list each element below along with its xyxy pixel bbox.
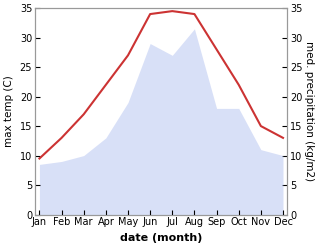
Y-axis label: med. precipitation (kg/m2): med. precipitation (kg/m2) — [304, 41, 314, 181]
Y-axis label: max temp (C): max temp (C) — [4, 75, 14, 147]
X-axis label: date (month): date (month) — [120, 233, 203, 243]
